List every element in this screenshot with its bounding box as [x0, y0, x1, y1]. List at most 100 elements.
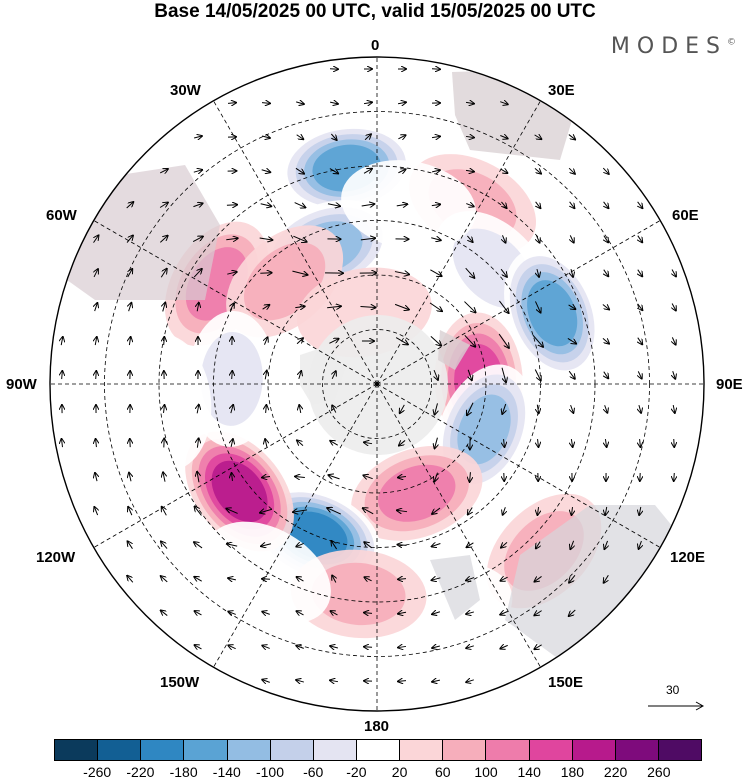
wind-vector	[568, 167, 575, 174]
wind-vector	[432, 578, 441, 580]
wind-vector	[197, 303, 199, 312]
wind-vector	[534, 135, 542, 139]
colorbar-segment	[443, 740, 487, 760]
wind-vector	[265, 439, 267, 448]
antarctic-peninsula	[300, 345, 345, 405]
wind-vector	[394, 303, 409, 309]
wind-vector	[226, 238, 237, 240]
wind-vector	[260, 509, 273, 513]
wind-vector	[571, 404, 574, 413]
wind-vector	[501, 541, 508, 547]
wind-vector	[364, 577, 372, 581]
wind-vector	[293, 510, 308, 512]
graticule	[50, 57, 704, 711]
wind-vector	[500, 102, 508, 105]
wind-vector	[129, 303, 132, 312]
wind-vector	[331, 611, 338, 615]
meridian-line	[376, 100, 541, 385]
lon-label-60e: 60E	[672, 207, 699, 224]
wind-vector	[568, 305, 576, 309]
wind-vector	[364, 542, 373, 549]
wind-vector	[95, 473, 97, 482]
wind-vector	[297, 440, 304, 447]
colorbar-segment	[572, 740, 616, 760]
wind-vector	[126, 235, 133, 243]
wind-vector	[432, 646, 440, 648]
wind-vector	[327, 204, 340, 206]
brand-name: MODES	[610, 34, 727, 59]
meridian-line	[213, 383, 378, 668]
meridian-line	[213, 100, 378, 385]
colorbar-tick-label: 180	[560, 764, 585, 780]
wind-vector	[398, 646, 407, 647]
wind-vector	[464, 335, 475, 346]
wind-vector	[331, 541, 338, 550]
colorbar-segment	[227, 740, 271, 760]
wind-vector	[330, 646, 338, 648]
wind-vector	[193, 269, 202, 278]
meridian-line	[93, 220, 378, 385]
wind-vector	[431, 136, 440, 137]
wind-vector	[500, 645, 508, 648]
anomaly-contour	[527, 280, 578, 347]
wind-vector	[262, 305, 270, 309]
wind-vector	[226, 205, 237, 206]
colorbar-tick-label: 140	[517, 764, 541, 780]
wind-vector	[332, 575, 336, 583]
wind-vector	[432, 543, 441, 546]
wind-vector	[500, 577, 508, 581]
wind-vector	[604, 574, 609, 583]
colorbar-tick-label: 100	[474, 764, 498, 780]
wind-vector	[398, 135, 405, 139]
wind-vector	[363, 102, 372, 103]
anomaly-contour	[211, 460, 268, 523]
colorbar-segment	[356, 740, 401, 760]
wind-vector	[434, 369, 438, 380]
meridian-line	[376, 220, 661, 385]
wind-vector	[604, 201, 609, 208]
colorbar-segment	[313, 740, 357, 760]
wind-vector	[570, 540, 573, 549]
wind-vector	[161, 610, 168, 616]
wind-vector	[360, 306, 375, 307]
wind-vector	[435, 403, 438, 414]
wind-vector	[332, 371, 336, 380]
colorbar-segment	[98, 740, 142, 760]
wind-vector	[672, 269, 676, 277]
wind-vector	[195, 507, 202, 516]
wind-vector	[193, 203, 202, 206]
wind-vector	[328, 475, 340, 479]
wind-vector	[534, 301, 540, 312]
wind-vector	[231, 439, 233, 448]
wind-vector	[93, 235, 99, 243]
wind-vector	[293, 235, 306, 242]
colorbar-tick-label: -20	[346, 764, 367, 780]
wind-vector	[431, 69, 440, 70]
wind-vector	[161, 576, 168, 583]
wind-vector	[638, 371, 641, 378]
meridian-line	[376, 383, 661, 548]
lon-label-90w: 90W	[6, 376, 37, 393]
wind-vector	[394, 272, 409, 275]
wind-vector	[568, 370, 575, 379]
wind-vector	[466, 578, 475, 581]
wind-vector	[638, 269, 642, 277]
wind-vector	[503, 507, 506, 515]
wind-vector	[195, 645, 202, 649]
wind-vector	[232, 473, 233, 482]
wind-vector	[498, 333, 509, 348]
wind-vector	[605, 506, 606, 515]
lon-label-150w: 150W	[160, 674, 200, 691]
reference-vector-arrow	[648, 701, 705, 711]
wind-vector	[534, 369, 541, 381]
wind-vector	[230, 303, 234, 311]
wind-vector	[194, 136, 202, 138]
wind-vector	[499, 300, 508, 313]
colorbar-segment	[400, 740, 444, 760]
wind-vector	[296, 646, 304, 649]
wind-vector	[296, 680, 304, 682]
wind-vector	[193, 170, 202, 172]
colorbar-segment	[529, 740, 573, 760]
wind-vector	[429, 302, 442, 311]
